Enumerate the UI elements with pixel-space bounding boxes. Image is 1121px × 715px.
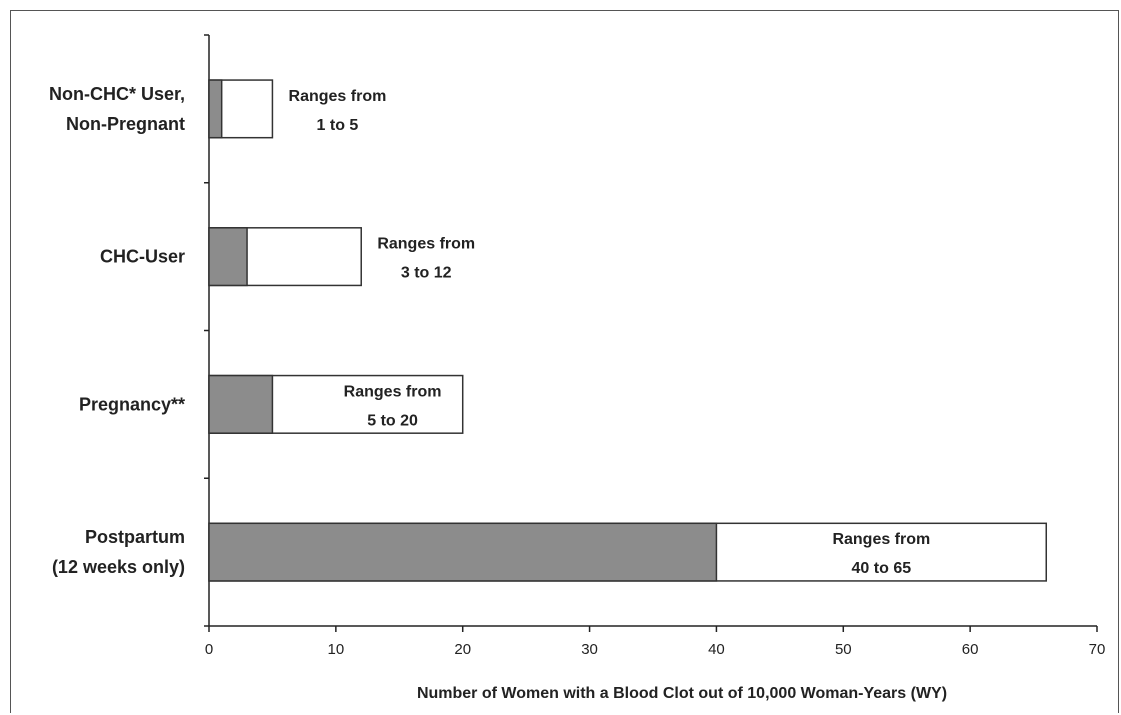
category-label: Non-CHC* User,: [49, 84, 185, 104]
x-tick-label: 0: [205, 641, 213, 658]
range-label: Ranges from: [289, 88, 387, 105]
range-label: Ranges from: [377, 236, 475, 253]
x-tick-label: 50: [835, 641, 852, 658]
bar-low: [208, 374, 274, 434]
x-tick-label: 60: [962, 641, 979, 658]
category-label: Pregnancy**: [79, 394, 185, 414]
range-label: Ranges from: [344, 383, 442, 400]
range-label: 40 to 65: [852, 560, 912, 577]
category-label: Postpartum: [85, 527, 185, 547]
bars: [208, 79, 1048, 582]
labels: Non-CHC* User, Non-Pregnant Ranges from 1 t…: [49, 84, 930, 577]
x-tick-label: 30: [581, 641, 598, 658]
bar-low: [208, 522, 718, 582]
category-label: (12 weeks only): [52, 557, 185, 577]
chart-frame: [10, 10, 1119, 713]
bar-low: [208, 79, 223, 139]
x-axis-title: Number of Women with a Blood Clot out of…: [417, 685, 947, 702]
range-label: 3 to 12: [401, 265, 452, 282]
bar-low: [208, 227, 248, 287]
range-label: 5 to 20: [367, 412, 418, 429]
x-tick-label: 40: [708, 641, 725, 658]
range-label: Ranges from: [832, 531, 930, 548]
x-tick-label: 70: [1089, 641, 1106, 658]
x-tick-label: 10: [328, 641, 345, 658]
x-tick-label: 20: [454, 641, 471, 658]
range-label: 1 to 5: [317, 117, 359, 134]
category-label: CHC-User: [100, 247, 185, 267]
category-label: Non-Pregnant: [66, 114, 185, 134]
